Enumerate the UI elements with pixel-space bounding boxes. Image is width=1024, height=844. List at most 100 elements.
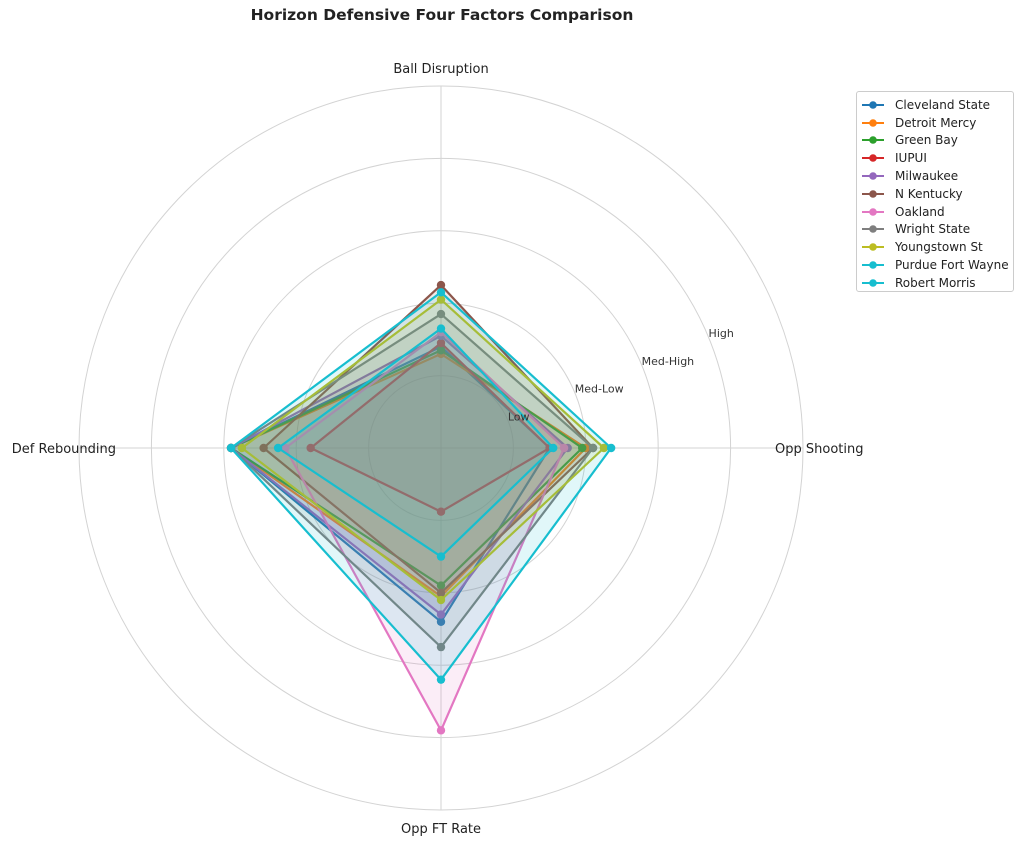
legend-item: Milwaukee: [861, 167, 1013, 185]
axis-label: Def Rebounding: [12, 442, 116, 457]
legend-label: Green Bay: [895, 133, 958, 148]
chart-title: Horizon Defensive Four Factors Compariso…: [250, 6, 634, 24]
legend-label: Robert Morris: [895, 275, 976, 290]
data-point: [436, 581, 446, 590]
series-fill: [231, 335, 568, 615]
legend-swatch: [862, 154, 884, 163]
data-point: [588, 443, 598, 453]
legend-label: Wright State: [895, 222, 971, 237]
data-point: [559, 443, 569, 453]
series-fill: [231, 292, 612, 680]
data-point: [436, 309, 446, 319]
legend-label: Detroit Mercy: [895, 115, 977, 130]
legend-swatch-marker: [869, 261, 877, 269]
data-point: [436, 288, 446, 297]
legend-label: Milwaukee: [895, 169, 959, 184]
data-point: [436, 588, 446, 597]
legend-swatch-marker: [869, 190, 877, 198]
legend-label: Cleveland State: [895, 97, 991, 112]
legend-item: Green Bay: [861, 132, 1013, 150]
legend-label: Youngstown St: [895, 240, 983, 255]
data-point: [226, 443, 236, 453]
data-point: [436, 726, 446, 735]
data-point: [436, 338, 446, 348]
legend-item: Wright State: [861, 221, 1013, 239]
data-point: [259, 443, 268, 453]
legend-label: Oakland: [895, 204, 945, 219]
data-point: [436, 507, 446, 516]
legend-item: Cleveland State: [861, 96, 1013, 114]
legend-swatch-marker: [869, 243, 877, 252]
series-fill: [231, 314, 593, 648]
legend-label: N Kentucky: [895, 186, 963, 201]
legend-swatch-marker: [869, 225, 877, 234]
legend-item: IUPUI: [861, 149, 1013, 167]
radar-labels: Low Med-Low Med-High High Ball Disruption Opp…: [12, 62, 864, 837]
axis-label: Opp Shooting: [775, 442, 863, 457]
radar-series: [226, 280, 616, 735]
legend: Cleveland State Detroit Mercy Green Bay IUP…: [856, 91, 1014, 292]
legend-swatch: [862, 207, 884, 216]
data-point: [237, 443, 247, 453]
data-point: [281, 443, 290, 453]
data-point: [436, 346, 446, 355]
legend-swatch-marker: [869, 136, 877, 145]
legend-label: IUPUI: [895, 151, 927, 166]
legend-swatch: [862, 101, 884, 109]
data-point: [436, 675, 446, 684]
legend-swatch: [862, 261, 884, 269]
series-fill: [231, 350, 583, 586]
data-point: [599, 443, 609, 453]
legend-swatch: [862, 118, 884, 127]
legend-swatch-marker: [869, 207, 877, 216]
series-fill: [231, 346, 550, 622]
legend-item: Youngstown St: [861, 238, 1013, 256]
data-point: [577, 443, 587, 453]
ring-label: Low: [508, 410, 530, 423]
data-point: [436, 642, 446, 652]
legend-swatch: [862, 136, 884, 145]
series-iupui: [306, 338, 554, 516]
legend-swatch: [862, 225, 884, 234]
series-fill: [231, 353, 586, 597]
series-fill: [278, 328, 554, 557]
legend-swatch-marker: [869, 118, 877, 127]
series-purdue-fort-wayne: [226, 288, 616, 684]
legend-swatch: [862, 190, 884, 198]
axis-label: Ball Disruption: [393, 62, 488, 77]
ring-label: High: [709, 327, 734, 340]
legend-item: Robert Morris: [861, 274, 1013, 292]
series-youngstown-st: [237, 295, 609, 605]
series-fill: [310, 343, 550, 512]
data-point: [436, 280, 446, 290]
legend-item: N Kentucky: [861, 185, 1013, 203]
axis-label: Opp FT Rate: [401, 822, 481, 837]
legend-swatch: [862, 172, 884, 180]
data-point: [549, 443, 558, 453]
data-point: [606, 443, 616, 453]
data-point: [436, 617, 446, 626]
legend-item: Oakland: [861, 203, 1013, 221]
series-robert-morris: [273, 324, 558, 561]
legend-label: Purdue Fort Wayne: [895, 258, 1009, 273]
legend-swatch: [862, 279, 884, 287]
data-point: [436, 595, 446, 605]
legend-swatch-marker: [869, 101, 877, 109]
radar-grid: [78, 85, 804, 811]
data-point: [436, 552, 446, 561]
legend-swatch-marker: [869, 279, 877, 287]
legend-swatch-marker: [869, 154, 877, 163]
series-fill: [285, 332, 565, 731]
ring-label: Med-Low: [575, 383, 624, 396]
legend-swatch-marker: [869, 172, 877, 180]
data-point: [306, 443, 315, 453]
legend-item: Detroit Mercy: [861, 114, 1013, 132]
data-point: [273, 443, 283, 453]
legend-item: Purdue Fort Wayne: [861, 256, 1013, 274]
data-point: [436, 324, 446, 333]
legend-swatch: [862, 243, 884, 252]
data-point: [436, 610, 446, 619]
series-fill: [241, 299, 604, 600]
data-point: [436, 295, 446, 304]
